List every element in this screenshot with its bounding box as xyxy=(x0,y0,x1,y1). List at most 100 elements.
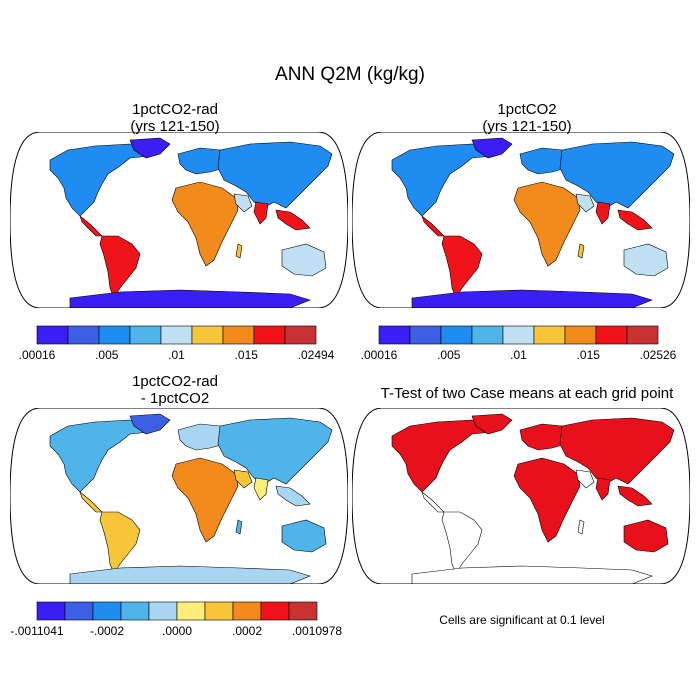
continent-seAsia xyxy=(617,209,653,231)
colorbar-label: .0010978 xyxy=(292,624,342,638)
map-bottom-left xyxy=(10,408,348,584)
continent-greenland xyxy=(129,413,171,435)
colorbar-top-left: .00016 .005 .01 .015 .02494 xyxy=(19,325,335,362)
continent-centralAmerica xyxy=(79,215,103,237)
panel-title-top-right: 1pctCO2 (yrs 121-150) xyxy=(372,101,682,135)
colorbar-box xyxy=(191,325,224,345)
continent-africa xyxy=(171,181,239,267)
continent-europe xyxy=(177,147,231,175)
colorbar-box xyxy=(160,325,193,345)
continents xyxy=(391,137,675,308)
continent-europe xyxy=(519,423,573,451)
colorbar-label: .01 xyxy=(510,348,527,362)
panel-title-line1: T-Test of two Case means at each grid po… xyxy=(380,385,674,402)
colorbar-box xyxy=(222,325,255,345)
figure-title: ANN Q2M (kg/kg) xyxy=(275,64,425,85)
continent-africa xyxy=(513,181,581,267)
colorbar-box xyxy=(533,325,566,345)
colorbar-label: -.0002 xyxy=(90,624,124,638)
continent-seAsia xyxy=(275,209,311,231)
colorbar-box xyxy=(626,325,659,345)
colorbar-box xyxy=(148,601,178,621)
continent-seAsia xyxy=(617,485,653,507)
map-border xyxy=(352,132,690,308)
colorbar-box xyxy=(378,325,411,345)
continent-australia xyxy=(623,519,669,553)
colorbar-box xyxy=(36,601,66,621)
colorbar-bottom-left: -.0011041 -.0002 .0000 .0002 .0010978 xyxy=(10,601,342,638)
panel-title-line2: - 1pctCO2 xyxy=(140,390,210,407)
panel-title-line1: 1pctCO2-rad xyxy=(132,373,218,390)
continent-antarctica xyxy=(69,565,311,584)
continent-asia xyxy=(217,417,333,485)
colorbar-box xyxy=(92,601,122,621)
continent-southAmerica xyxy=(99,235,141,299)
colorbar-box xyxy=(129,325,162,345)
continent-asia xyxy=(559,417,675,485)
continent-antarctica xyxy=(411,289,653,308)
colorbar-label: .015 xyxy=(577,348,601,362)
colorbar-box xyxy=(64,601,94,621)
colorbar-label: .02526 xyxy=(640,348,677,362)
panel-title-top-left: 1pctCO2-rad (yrs 121-150) xyxy=(20,101,330,135)
continent-arabia xyxy=(575,469,595,489)
continent-india xyxy=(595,477,611,501)
colorbar-box xyxy=(409,325,442,345)
continent-india xyxy=(595,201,611,225)
continent-australia xyxy=(623,243,669,277)
colorbar-box xyxy=(288,601,318,621)
continent-india xyxy=(253,477,269,501)
colorbar-box xyxy=(204,601,234,621)
continent-greenland xyxy=(471,413,513,435)
colorbar-box xyxy=(120,601,150,621)
colorbar-box xyxy=(284,325,317,345)
colorbar-box xyxy=(564,325,597,345)
continent-antarctica xyxy=(69,289,311,308)
colorbar-box xyxy=(36,325,69,345)
continent-europe xyxy=(519,147,573,175)
map-border xyxy=(10,408,348,584)
continents xyxy=(49,137,333,308)
colorbar-box xyxy=(260,601,290,621)
continent-antarctica xyxy=(411,565,653,584)
continent-australia xyxy=(281,519,327,553)
colorbar-box xyxy=(253,325,286,345)
map-border xyxy=(10,132,348,308)
continent-arabia xyxy=(233,193,253,213)
continent-arabia xyxy=(233,469,253,489)
continent-southAmerica xyxy=(441,511,483,575)
continent-madagascar xyxy=(577,243,585,259)
colorbar-box xyxy=(502,325,535,345)
map-top-left xyxy=(10,132,348,308)
colorbar-box xyxy=(471,325,504,345)
colorbar-label: -.0011041 xyxy=(10,624,63,638)
continent-madagascar xyxy=(235,519,243,535)
continent-india xyxy=(253,201,269,225)
colorbar-box xyxy=(67,325,100,345)
map-border xyxy=(352,408,690,584)
colorbar-label: .0002 xyxy=(232,624,262,638)
colorbar-label: .02494 xyxy=(298,348,335,362)
colorbar-label: .0000 xyxy=(162,624,192,638)
colorbar-box xyxy=(98,325,131,345)
continent-europe xyxy=(177,423,231,451)
continent-greenland xyxy=(129,137,171,159)
colorbar-label: .00016 xyxy=(361,348,398,362)
continent-africa xyxy=(171,457,239,543)
continent-centralAmerica xyxy=(421,491,445,513)
continent-centralAmerica xyxy=(421,215,445,237)
continents xyxy=(391,413,675,584)
colorbar-box xyxy=(440,325,473,345)
colorbar-box xyxy=(232,601,262,621)
colorbar-label: .00016 xyxy=(19,348,56,362)
panel-title-line2: (yrs 121-150) xyxy=(130,118,220,135)
colorbar-label: .01 xyxy=(168,348,185,362)
continent-australia xyxy=(281,243,327,277)
map-top-right xyxy=(352,132,690,308)
panel-title-line1: 1pctCO2-rad xyxy=(132,101,218,118)
panel-title-line2: (yrs 121-150) xyxy=(482,118,572,135)
map-bottom-right xyxy=(352,408,690,584)
continent-asia xyxy=(559,141,675,209)
continent-southAmerica xyxy=(441,235,483,299)
colorbar-box xyxy=(595,325,628,345)
